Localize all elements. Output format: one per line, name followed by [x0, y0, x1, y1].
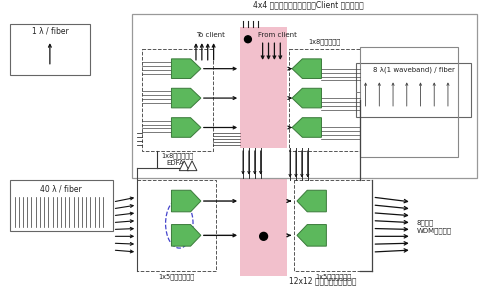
- Text: EDFA: EDFA: [166, 160, 184, 166]
- Text: 12x12 マトリクススイッチ: 12x12 マトリクススイッチ: [288, 276, 356, 285]
- Text: 8方路の
WDMリンクへ: 8方路の WDMリンクへ: [416, 219, 451, 234]
- Polygon shape: [171, 190, 201, 212]
- Polygon shape: [171, 59, 201, 78]
- Circle shape: [259, 232, 267, 240]
- Polygon shape: [296, 225, 325, 246]
- Polygon shape: [171, 225, 201, 246]
- Bar: [240, 178, 286, 275]
- Bar: [240, 28, 286, 148]
- Bar: [10, 24, 90, 75]
- Polygon shape: [291, 118, 321, 137]
- Bar: [288, 49, 359, 151]
- Text: 1x5波長群分波器: 1x5波長群分波器: [158, 273, 194, 280]
- Polygon shape: [179, 161, 189, 171]
- Polygon shape: [171, 88, 201, 108]
- Text: 1x8波長合波器: 1x8波長合波器: [161, 153, 193, 159]
- Text: 40 λ / fiber: 40 λ / fiber: [40, 185, 81, 194]
- Polygon shape: [291, 59, 321, 78]
- Circle shape: [244, 36, 251, 43]
- Text: 1x5波長群合波器: 1x5波長群合波器: [314, 273, 351, 280]
- Bar: [137, 181, 215, 271]
- Bar: [142, 49, 212, 151]
- Bar: [132, 14, 476, 178]
- Bar: [293, 181, 372, 271]
- Text: 1x8波長分波器: 1x8波長分波器: [307, 38, 340, 45]
- Text: 1 λ / fiber: 1 λ / fiber: [31, 27, 68, 36]
- Text: From client: From client: [257, 32, 296, 38]
- Polygon shape: [291, 88, 321, 108]
- Polygon shape: [296, 190, 325, 212]
- Text: To client: To client: [196, 32, 224, 38]
- Text: 4x4 マトリクススイッチ（Client ポーチ付）: 4x4 マトリクススイッチ（Client ポーチ付）: [253, 1, 364, 10]
- Bar: [10, 181, 112, 231]
- Polygon shape: [171, 118, 201, 137]
- Text: 8 λ(1 waveband) / fiber: 8 λ(1 waveband) / fiber: [372, 66, 454, 73]
- Bar: [359, 47, 457, 157]
- Polygon shape: [187, 161, 197, 171]
- Bar: [355, 63, 470, 117]
